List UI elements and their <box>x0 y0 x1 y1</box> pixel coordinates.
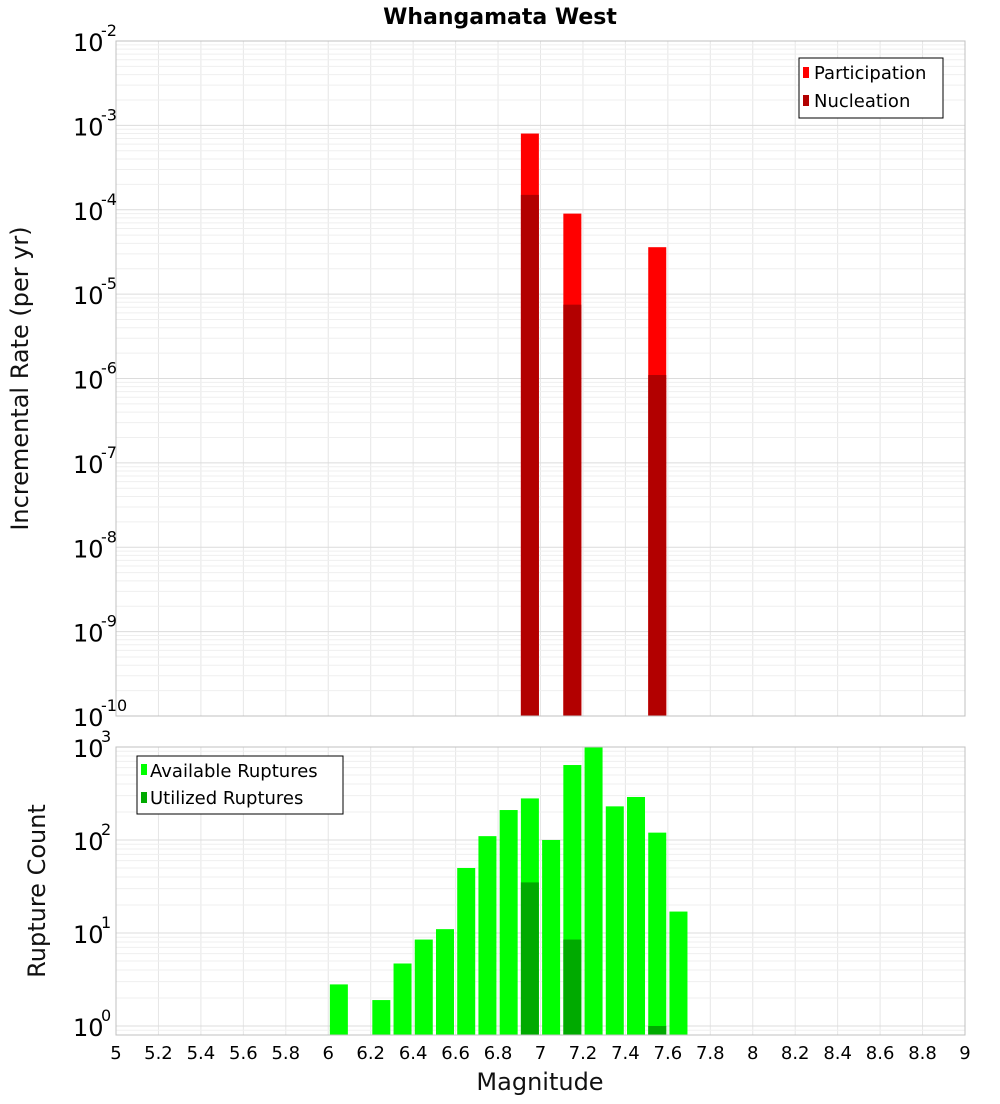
x-tick-label: 6.2 <box>356 1043 385 1064</box>
available-ruptures-bar <box>457 867 476 1035</box>
available-ruptures-bar <box>542 839 561 1035</box>
count-y-axis-label: Rupture Count <box>23 804 51 978</box>
x-tick-label: 5 <box>110 1043 121 1064</box>
nucleation-bar <box>563 304 582 716</box>
legend-label-participation: Participation <box>814 63 926 84</box>
rate-y-tick-base: 10 <box>73 535 104 563</box>
nucleation-bar <box>648 375 667 716</box>
x-axis-label: Magnitude <box>476 1068 603 1096</box>
rate-plot-frame <box>115 40 966 717</box>
rate-legend-box <box>798 57 944 119</box>
x-tick-label: 7.2 <box>569 1043 598 1064</box>
legend-swatch-nucleation <box>803 95 809 106</box>
count-y-tick-exponent: 1 <box>101 913 111 932</box>
count-y-tick-base: 10 <box>73 921 104 949</box>
count-y-tick-exponent: 3 <box>101 727 111 746</box>
count-bars <box>329 747 688 1035</box>
rate-y-tick-exponent: -2 <box>101 21 117 40</box>
utilized-ruptures-bar <box>648 1025 667 1035</box>
available-ruptures-bar <box>584 747 603 1035</box>
x-tick-label: 5.4 <box>187 1043 216 1064</box>
x-tick-label: 8 <box>747 1043 758 1064</box>
nucleation-bar <box>520 194 539 716</box>
legend-swatch-available-ruptures <box>141 764 147 775</box>
rate-y-tick-exponent: -4 <box>101 190 117 209</box>
x-tick-label: 8.4 <box>823 1043 852 1064</box>
available-ruptures-bar <box>499 810 518 1035</box>
rate-y-tick-base: 10 <box>73 282 104 310</box>
count-x-tick-labels: 5 5.2 5.4 5.6 5.8 6 6.2 6.4 6.6 6.8 7 7.2 7.4 7.6 7.8 8… <box>110 1043 970 1064</box>
available-ruptures-bar <box>478 836 497 1035</box>
x-tick-label: 7.4 <box>611 1043 640 1064</box>
count-y-tick-exponent: 0 <box>101 1006 111 1025</box>
available-ruptures-bar <box>393 963 412 1035</box>
rate-legend: Participation Nucleation <box>798 57 944 119</box>
x-tick-label: 7.6 <box>654 1043 683 1064</box>
x-tick-label: 9 <box>959 1043 970 1064</box>
rate-y-tick-exponent: -8 <box>101 527 117 546</box>
rate-y-tick-exponent: -9 <box>101 612 117 631</box>
available-ruptures-bar <box>605 806 624 1035</box>
x-tick-label: 6.6 <box>441 1043 470 1064</box>
x-tick-label: 5.8 <box>271 1043 300 1064</box>
rate-y-tick-base: 10 <box>73 198 104 226</box>
legend-swatch-utilized-ruptures <box>141 792 147 803</box>
count-grid <box>115 746 966 1036</box>
x-tick-label: 8.2 <box>781 1043 810 1064</box>
x-tick-label: 5.2 <box>144 1043 173 1064</box>
count-y-tick-base: 10 <box>73 735 104 763</box>
available-ruptures-bar <box>329 984 348 1035</box>
x-tick-label: 6.4 <box>399 1043 428 1064</box>
available-ruptures-bar <box>627 796 646 1035</box>
utilized-ruptures-bar <box>520 882 539 1035</box>
available-ruptures-bar <box>669 911 688 1035</box>
available-ruptures-bar <box>648 832 667 1035</box>
rate-y-tick-base: 10 <box>73 451 104 479</box>
legend-swatch-participation <box>803 67 809 78</box>
available-ruptures-bar <box>435 929 454 1035</box>
x-tick-label: 5.6 <box>229 1043 258 1064</box>
rate-y-tick-base: 10 <box>73 704 104 732</box>
x-tick-label: 6 <box>323 1043 334 1064</box>
rate-y-tick-base: 10 <box>73 367 104 395</box>
x-tick-label: 6.8 <box>484 1043 513 1064</box>
rate-y-tick-exponent: -6 <box>101 359 117 378</box>
chart-title: Whangamata West <box>383 5 617 30</box>
rate-y-tick-base: 10 <box>73 113 104 141</box>
count-y-tick-base: 10 <box>73 1014 104 1042</box>
rate-y-tick-base: 10 <box>73 620 104 648</box>
rate-y-tick-exponent: -3 <box>101 105 117 124</box>
rate-y-axis-label: Incremental Rate (per yr) <box>6 226 34 530</box>
legend-label-utilized-ruptures: Utilized Ruptures <box>150 788 303 809</box>
x-tick-label: 8.6 <box>866 1043 895 1064</box>
count-plot-frame <box>115 746 966 1036</box>
count-legend-box <box>136 755 344 815</box>
x-tick-label: 7.8 <box>696 1043 725 1064</box>
rate-y-tick-exponent: -10 <box>101 696 127 715</box>
count-y-tick-exponent: 2 <box>101 820 111 839</box>
x-tick-label: 7 <box>535 1043 546 1064</box>
available-ruptures-bar <box>414 939 433 1035</box>
rate-bars <box>520 133 667 717</box>
legend-label-available-ruptures: Available Ruptures <box>150 761 318 782</box>
available-ruptures-bar <box>372 1000 391 1035</box>
rate-y-tick-exponent: -7 <box>101 443 117 462</box>
rate-y-tick-base: 10 <box>73 29 104 57</box>
rate-grid <box>115 40 966 717</box>
legend-label-nucleation: Nucleation <box>814 91 910 112</box>
count-y-tick-base: 10 <box>73 828 104 856</box>
utilized-ruptures-bar <box>563 939 582 1035</box>
count-legend: Available Ruptures Utilized Ruptures <box>136 755 344 815</box>
rate-y-tick-exponent: -5 <box>101 274 117 293</box>
x-tick-label: 8.8 <box>908 1043 937 1064</box>
